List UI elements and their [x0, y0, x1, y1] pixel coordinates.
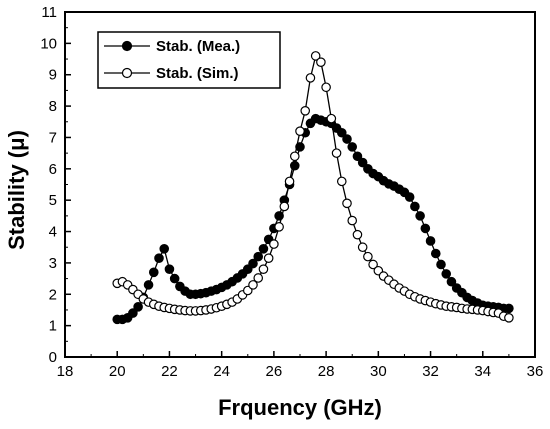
data-point	[295, 142, 305, 152]
data-point	[430, 248, 441, 259]
y-axis-title: Stability (μ)	[4, 130, 29, 250]
data-point	[289, 151, 300, 162]
data-point	[436, 259, 446, 270]
y-tick-label: 10	[40, 35, 57, 52]
data-point	[331, 148, 342, 158]
series-measured	[112, 113, 514, 325]
data-point	[133, 302, 143, 312]
data-point	[342, 198, 352, 209]
data-point	[169, 273, 180, 284]
data-point	[295, 126, 305, 136]
x-tick-label: 26	[266, 363, 283, 380]
data-point	[441, 269, 452, 279]
data-point	[258, 243, 269, 254]
x-tick-label: 28	[318, 363, 335, 380]
y-tick-label: 9	[49, 67, 57, 84]
data-point	[263, 253, 274, 264]
series-line	[117, 117, 509, 321]
data-point	[321, 82, 331, 93]
legend: Stab. (Mea.) Stab. (Sim.)	[97, 31, 281, 89]
data-point	[269, 239, 279, 249]
data-point	[154, 253, 164, 264]
data-point	[316, 57, 326, 67]
legend-marker	[121, 67, 133, 79]
data-point	[368, 259, 378, 270]
legend-marker	[121, 40, 133, 52]
y-tick-label: 5	[49, 192, 57, 209]
x-axis-title: Frquency (GHz)	[218, 395, 382, 420]
x-tick-label: 24	[213, 363, 230, 380]
data-point	[279, 201, 290, 212]
y-axis-ticks: 0 1 2 3 4 5 6 7 8 9 10 11	[40, 4, 71, 366]
data-point	[143, 280, 154, 290]
data-point	[159, 243, 170, 254]
data-point	[310, 51, 321, 61]
data-point	[336, 176, 347, 187]
y-tick-label: 1	[49, 318, 57, 335]
y-tick-label: 8	[49, 98, 57, 115]
data-point	[352, 229, 363, 240]
data-point	[248, 280, 258, 290]
data-point	[363, 251, 373, 262]
x-tick-label: 36	[527, 363, 544, 380]
data-point	[326, 113, 337, 124]
data-point	[425, 236, 436, 246]
data-point	[253, 251, 264, 262]
legend-label: Stab. (Mea.)	[156, 38, 240, 55]
data-point	[148, 267, 159, 278]
data-point	[258, 264, 269, 274]
y-tick-label: 7	[49, 129, 57, 146]
data-point	[305, 73, 316, 83]
y-tick-label: 6	[49, 161, 57, 178]
x-tick-label: 34	[474, 363, 491, 380]
data-point	[357, 157, 368, 168]
data-point	[248, 258, 258, 269]
x-tick-label: 20	[109, 363, 126, 380]
data-point	[342, 134, 352, 144]
data-point	[300, 105, 311, 116]
y-tick-label: 11	[41, 4, 57, 21]
data-point	[253, 273, 264, 283]
y-tick-label: 2	[49, 286, 57, 303]
data-point	[128, 308, 138, 318]
data-point	[420, 223, 431, 234]
data-point	[336, 127, 347, 138]
data-point	[347, 215, 358, 226]
x-tick-label: 18	[57, 363, 74, 380]
data-point	[446, 276, 457, 287]
y-tick-label: 4	[49, 224, 57, 241]
series-layer	[112, 51, 514, 325]
legend-label: Stab. (Sim.)	[156, 65, 239, 82]
data-point	[410, 201, 420, 212]
x-tick-label: 30	[370, 363, 387, 380]
series-simulated	[112, 51, 514, 323]
x-axis-ticks: 18 20 22 24 26 28 30 32 34 36	[57, 351, 544, 380]
data-point	[347, 142, 358, 152]
x-tick-label: 32	[422, 363, 439, 380]
y-tick-label: 0	[49, 349, 57, 366]
data-point	[357, 242, 368, 253]
data-point	[352, 151, 363, 162]
data-point	[504, 312, 514, 323]
x-tick-label: 22	[161, 363, 178, 380]
data-point	[164, 264, 175, 274]
data-point	[274, 222, 284, 232]
data-point	[504, 303, 514, 314]
data-point	[284, 176, 295, 187]
data-point	[404, 192, 415, 202]
y-tick-label: 3	[49, 255, 57, 272]
data-point	[415, 211, 425, 221]
